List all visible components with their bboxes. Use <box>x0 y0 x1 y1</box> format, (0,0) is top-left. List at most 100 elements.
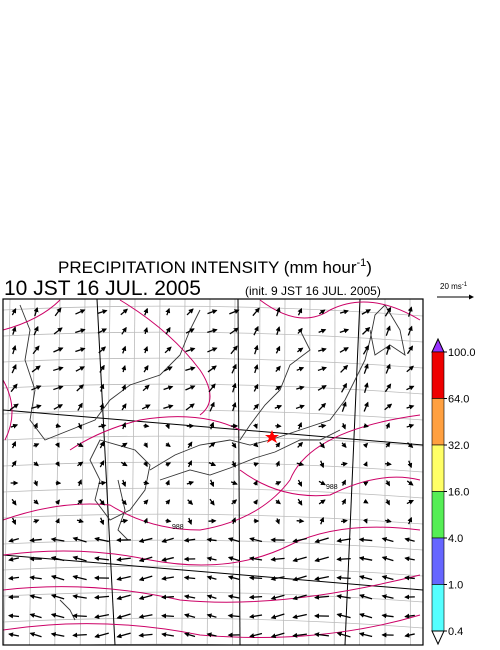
wind-vector <box>336 575 351 581</box>
wind-vector <box>94 536 109 543</box>
grid-line <box>283 299 286 645</box>
wind-vector <box>94 594 110 600</box>
wind-vector <box>54 442 60 448</box>
wind-vector <box>209 401 215 412</box>
wind-vector <box>253 403 259 411</box>
wind-vector <box>363 363 369 374</box>
wind-vector <box>317 366 327 372</box>
wind-vector <box>116 594 131 601</box>
wind-vector <box>29 594 42 600</box>
wind-vector <box>385 441 391 448</box>
wind-vector <box>54 307 62 317</box>
wind-vector <box>72 594 87 600</box>
title-main: PRECIPITATION INTENSITY (mm hour <box>58 258 357 277</box>
wind-vector <box>407 325 413 336</box>
wind-vector <box>185 347 196 353</box>
wind-vector <box>116 613 131 620</box>
wind-vector <box>314 594 330 600</box>
grid-line <box>232 299 236 645</box>
wind-vector <box>336 537 351 543</box>
wind-vector <box>209 498 215 506</box>
wind-vector <box>8 575 20 581</box>
wind-vector <box>53 404 64 410</box>
wind-vector <box>275 306 281 317</box>
wind-vector <box>187 460 193 468</box>
wind-vector <box>341 442 347 448</box>
colorbar-label: 4.0 <box>448 533 463 545</box>
wind-vector <box>165 326 171 335</box>
wind-vector <box>121 345 127 354</box>
wind-vector <box>295 404 305 410</box>
wind-vector <box>358 574 373 581</box>
wind-vector <box>275 345 281 354</box>
wind-vector <box>208 461 217 467</box>
wind-vector <box>209 479 215 488</box>
wind-vector <box>361 309 372 315</box>
wind-vector <box>340 382 348 393</box>
wind-vector <box>183 537 196 543</box>
isobar-label: 988 <box>172 524 184 531</box>
wind-vector <box>297 441 304 448</box>
wind-vector <box>29 575 42 581</box>
wind-vector <box>297 307 303 316</box>
grid-line <box>3 409 423 421</box>
wind-vector <box>363 401 369 412</box>
wind-vector <box>314 632 330 638</box>
wind-vector <box>404 575 415 581</box>
wind-vector <box>138 575 153 582</box>
wind-vector <box>275 499 281 505</box>
wind-vector <box>385 480 391 487</box>
wind-vector <box>252 480 258 486</box>
wind-vector <box>161 632 174 638</box>
wind-vector <box>270 632 285 639</box>
wind-vector <box>164 346 172 354</box>
wind-vector <box>76 518 84 524</box>
wind-vector <box>362 518 368 524</box>
wind-vector <box>99 517 105 526</box>
wind-vector <box>319 441 325 449</box>
wind-vector <box>10 423 19 429</box>
wind-vector <box>381 575 394 581</box>
wind-vector <box>385 518 392 524</box>
wind-vector <box>407 306 413 317</box>
wind-vector <box>9 403 19 411</box>
wind-vector <box>165 307 171 316</box>
colorbar-extend-bottom <box>431 630 445 646</box>
wind-vector <box>340 364 349 373</box>
wind-vector <box>94 632 109 639</box>
wind-vector <box>318 402 327 411</box>
wind-vector <box>406 499 414 505</box>
wind-vector <box>230 480 238 486</box>
wind-vector <box>29 632 42 638</box>
wind-vector <box>99 498 105 506</box>
wind-vector <box>54 461 60 467</box>
wind-vector <box>362 481 369 487</box>
wind-vector <box>116 632 131 639</box>
wind-vector <box>98 346 106 354</box>
wind-vector <box>207 365 217 373</box>
wind-vector <box>161 556 174 562</box>
wind-vector <box>292 594 307 601</box>
wind-vector <box>141 404 151 410</box>
wind-vector <box>253 325 259 336</box>
location-star <box>265 430 279 443</box>
wind-vector <box>143 517 148 524</box>
wind-vector <box>121 364 127 373</box>
wind-vector <box>292 537 307 544</box>
wind-vector <box>314 537 329 544</box>
wind-vector <box>99 383 105 392</box>
wind-vector <box>297 498 303 506</box>
wind-vector <box>33 443 40 448</box>
wind-vector <box>253 364 259 374</box>
wind-vector <box>116 575 131 582</box>
wind-vector <box>187 441 193 449</box>
wind-vector <box>319 460 325 469</box>
wind-vector <box>77 499 83 505</box>
wind-vector <box>385 461 392 467</box>
wind-vector <box>183 575 196 581</box>
wind-vector <box>75 328 86 334</box>
wind-vector <box>275 326 281 336</box>
wind-vector <box>11 460 17 468</box>
wind-vector <box>406 480 414 486</box>
